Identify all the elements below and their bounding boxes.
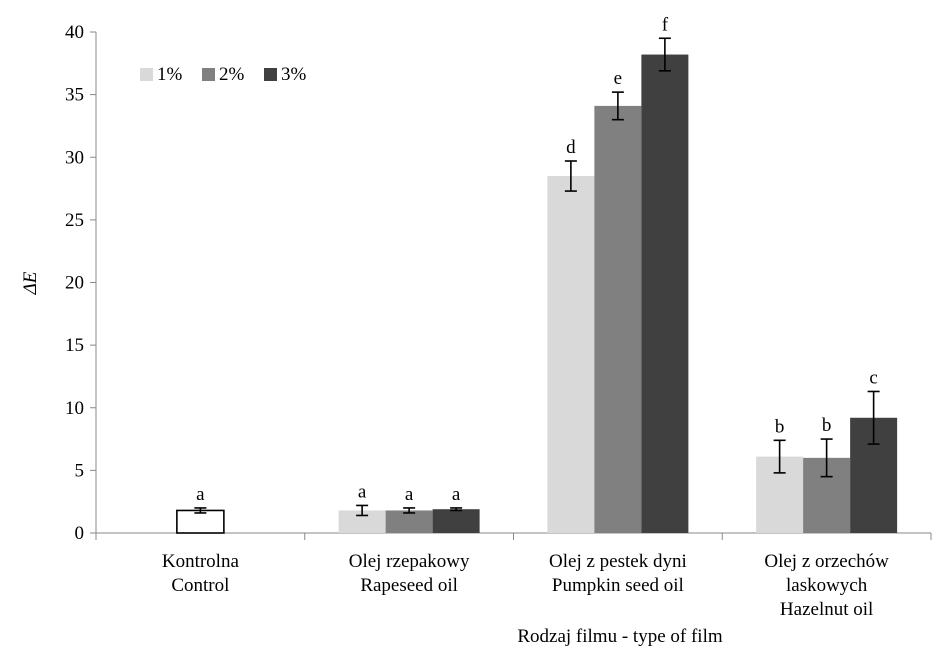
- y-tick-label: 15: [65, 335, 84, 356]
- significance-letter: d: [566, 137, 576, 158]
- bar: [547, 176, 595, 533]
- legend: 1% 2% 3%: [140, 64, 307, 85]
- y-axis: 0 5 10 15 20 25 30 35 40: [65, 22, 97, 544]
- significance-letter: c: [869, 367, 877, 388]
- category-label: Hazelnut oil: [780, 599, 873, 620]
- bar: [641, 54, 689, 534]
- significance-letters: a a a a d e f b b c: [196, 14, 878, 505]
- y-tick-label: 30: [65, 147, 84, 168]
- legend-swatch: [264, 68, 277, 81]
- category-label: Olej z orzechów: [764, 551, 889, 572]
- category-label: Control: [171, 575, 229, 596]
- category-label: Rapeseed oil: [360, 575, 458, 596]
- significance-letter: a: [196, 484, 205, 505]
- legend-label: 1%: [157, 64, 183, 85]
- legend-swatch: [202, 68, 215, 81]
- significance-letter: e: [614, 68, 622, 89]
- y-tick-label: 40: [65, 22, 84, 43]
- significance-letter: a: [405, 484, 414, 505]
- significance-letter: f: [662, 14, 669, 35]
- bars: [176, 54, 898, 534]
- bar: [338, 510, 386, 533]
- significance-letter: b: [775, 416, 785, 437]
- legend-swatch: [140, 68, 153, 81]
- category-label: Olej rzepakowy: [349, 551, 470, 572]
- legend-label: 3%: [281, 64, 307, 85]
- y-tick-label: 5: [75, 460, 85, 481]
- x-axis: Kontrolna Control Olej rzepakowy Rapeseed o…: [95, 532, 932, 620]
- y-tick-label: 35: [65, 85, 84, 106]
- error-bars: [194, 37, 880, 517]
- bar-control: [176, 509, 225, 534]
- category-label: Pumpkin seed oil: [552, 575, 684, 596]
- y-tick-label: 25: [65, 210, 84, 231]
- y-tick-label: 20: [65, 273, 84, 294]
- significance-letter: b: [822, 415, 832, 436]
- y-axis-title: ΔE: [20, 271, 41, 295]
- y-tick-label: 0: [75, 523, 85, 544]
- x-axis-title: Rodzaj filmu - type of film: [517, 626, 722, 647]
- bar: [594, 105, 642, 534]
- significance-letter: a: [358, 481, 367, 502]
- bar: [432, 509, 480, 533]
- y-tick-label: 10: [65, 398, 84, 419]
- category-label: laskowych: [786, 575, 868, 596]
- category-label: Olej z pestek dyni: [549, 551, 687, 572]
- legend-label: 2%: [219, 64, 245, 85]
- bar: [385, 510, 433, 533]
- category-label: Kontrolna: [162, 551, 240, 572]
- significance-letter: a: [452, 484, 461, 505]
